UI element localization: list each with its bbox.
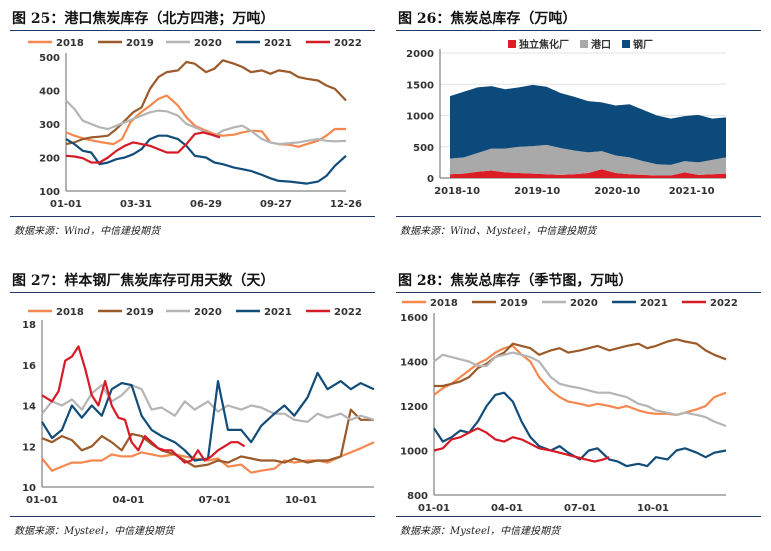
y-tick-label: 18 [22, 320, 36, 331]
title-rule [10, 292, 375, 293]
chart-panel-fig28: 图 28：焦炭总库存（季节图，万吨） 800 1000 1200 1400 1600 01… [386, 262, 771, 537]
series-line-2019 [434, 338, 727, 388]
source-note: 数据来源：Mysteel，中信建投期货 [400, 526, 561, 537]
chart-title: 图 27：样本钢厂焦炭库存可用天数（天） [12, 273, 275, 289]
chart-fig26: 0 500 1000 1500 2000 2018-10 2019-10 2020-10 202… [406, 38, 726, 197]
y-tick-label: 1000 [406, 112, 434, 123]
area-layer-1 [450, 144, 726, 176]
chart-title: 图 28：焦炭总库存（季节图，万吨） [398, 273, 633, 289]
source-note: 数据来源：Wind，中信建投期货 [14, 226, 161, 237]
y-tick-label: 100 [39, 187, 60, 198]
title-rule [396, 30, 761, 31]
legend-label-2019: 2019 [500, 298, 528, 309]
legend-label: 独立焦化厂 [519, 38, 569, 51]
y-tick-label: 12 [22, 442, 36, 453]
x-tick-label: 09-27 [260, 199, 292, 210]
y-tick-label: 1500 [406, 80, 434, 91]
chart-title: 图 25：港口焦炭库存（北方四港；万吨） [12, 11, 275, 27]
x-tick-label: 2018-10 [434, 186, 480, 197]
legend-label-2020: 2020 [194, 307, 222, 318]
series-line-2022 [41, 345, 246, 464]
series-line-2019 [41, 408, 374, 468]
legend-label-2018: 2018 [56, 307, 84, 318]
x-tick-label: 10-01 [285, 495, 317, 506]
series-line-2020 [433, 351, 727, 428]
chart-fig25: 100 200 300 400 500 01-01 03-31 06-29 09-27 12-26… [28, 38, 362, 210]
y-tick-label: 14 [22, 402, 36, 413]
chart-fig28: 800 1000 1200 1400 1600 01-01 04-01 07-01 10-01 2… [400, 298, 738, 514]
series-line-2021 [41, 371, 375, 462]
y-tick-label: 10 [22, 483, 36, 494]
y-tick-label: 16 [22, 361, 36, 372]
legend-label-2021: 2021 [264, 38, 292, 49]
y-tick-label: 400 [39, 87, 60, 98]
series-line-2020 [41, 383, 375, 423]
legend-label-2021: 2021 [264, 307, 292, 318]
legend-label-2019: 2019 [126, 38, 154, 49]
legend-label: 港口 [591, 38, 611, 51]
y-tick-label: 200 [39, 154, 60, 165]
x-tick-label: 04-01 [491, 503, 523, 514]
source-note: 数据来源：Wind、Mysteel，中信建投期货 [400, 226, 597, 237]
x-tick-label: 2021-10 [669, 186, 715, 197]
legend-label: 钢厂 [633, 38, 653, 51]
x-tick-label: 01-01 [418, 503, 450, 514]
x-tick-label: 01-01 [26, 495, 58, 506]
x-tick-label: 06-29 [190, 199, 222, 210]
legend-label-2020: 2020 [570, 298, 598, 309]
series-line-2019 [65, 59, 347, 146]
x-tick-label: 10-01 [637, 503, 669, 514]
legend-swatch [580, 40, 588, 48]
x-tick-label: 07-01 [564, 503, 596, 514]
y-tick-label: 800 [407, 491, 428, 502]
legend-label-2022: 2022 [710, 298, 738, 309]
legend-swatch [508, 40, 516, 48]
chart-panel-fig26: 图 26：焦炭总库存（万吨） 0 500 1000 1500 2000 2018-10 20… [386, 0, 771, 275]
x-tick-label: 12-26 [330, 199, 362, 210]
x-tick-label: 2019-10 [514, 186, 560, 197]
series-line-2022 [65, 131, 221, 164]
area-layer-0 [450, 169, 726, 178]
source-note: 数据来源：Mysteel，中信建投期货 [14, 526, 175, 537]
series-line-2021 [65, 134, 347, 185]
legend-label-2020: 2020 [194, 38, 222, 49]
legend-label-2018: 2018 [56, 38, 84, 49]
series-line-2022 [433, 427, 610, 463]
area-layer-2 [450, 84, 726, 165]
y-tick-label: 300 [39, 120, 60, 131]
x-tick-label: 07-01 [199, 495, 231, 506]
y-tick-label: 1000 [400, 447, 428, 458]
x-tick-label: 04-01 [112, 495, 144, 506]
legend-label-2019: 2019 [126, 307, 154, 318]
y-tick-label: 1200 [400, 402, 428, 413]
chart-panel-fig27: 图 27：样本钢厂焦炭库存可用天数（天） 10 12 14 16 18 01-01 04-0… [0, 262, 385, 537]
y-tick-label: 2000 [406, 49, 434, 60]
x-tick-label: 2020-10 [594, 186, 640, 197]
legend-label-2022: 2022 [334, 307, 362, 318]
source-rule [10, 216, 375, 217]
series-line-2020 [65, 99, 347, 146]
chart-title: 图 26：焦炭总库存（万吨） [398, 11, 577, 27]
x-tick-label: 03-31 [120, 199, 152, 210]
legend-swatch [622, 40, 630, 48]
legend-label-2022: 2022 [334, 38, 362, 49]
y-tick-label: 0 [427, 174, 434, 185]
source-rule [10, 516, 375, 517]
x-tick-label: 01-01 [50, 199, 82, 210]
y-tick-label: 500 [413, 143, 434, 154]
series-line-2018 [433, 344, 727, 416]
legend-label-2021: 2021 [640, 298, 668, 309]
chart-fig27: 10 12 14 16 18 01-01 04-01 07-01 10-01 2018 2019 20… [22, 307, 375, 506]
legend-label-2018: 2018 [430, 298, 458, 309]
y-tick-label: 1600 [400, 313, 428, 324]
y-tick-label: 500 [39, 53, 60, 64]
source-rule [396, 216, 761, 217]
title-rule [396, 292, 761, 293]
chart-panel-fig25: 图 25：港口焦炭库存（北方四港；万吨） 100 200 300 400 500 01-0… [0, 0, 385, 275]
source-rule [396, 516, 761, 517]
y-tick-label: 1400 [400, 358, 428, 369]
series-line-2018 [65, 94, 346, 148]
title-rule [10, 30, 375, 31]
